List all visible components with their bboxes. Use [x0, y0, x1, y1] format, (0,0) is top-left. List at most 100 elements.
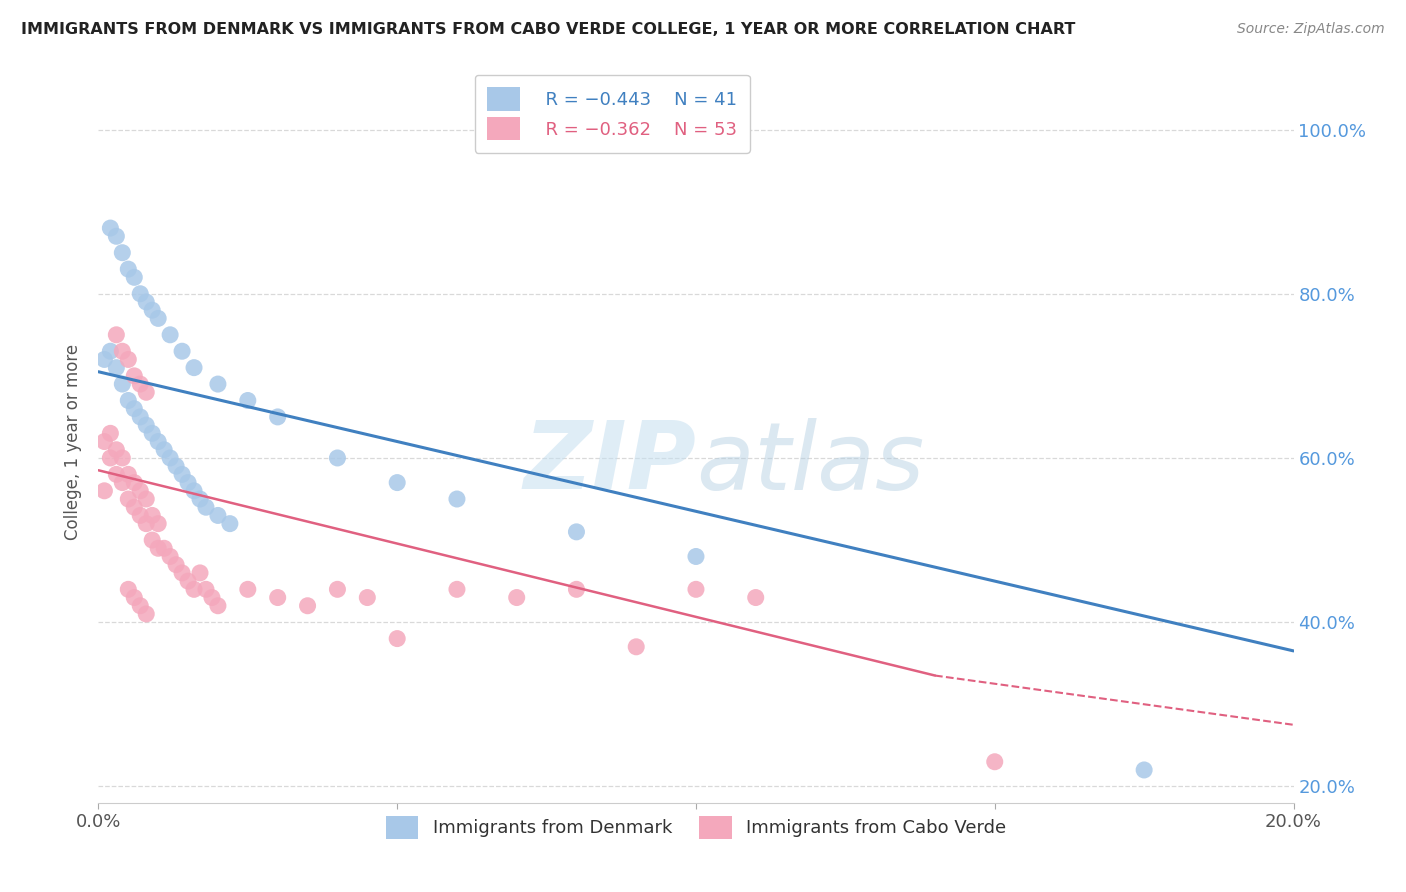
Point	[117, 467, 139, 482]
Text: Source: ZipAtlas.com: Source: ZipAtlas.com	[1237, 22, 1385, 37]
Point	[124, 591, 146, 605]
Point	[159, 549, 181, 564]
Point	[172, 467, 194, 482]
Point	[159, 327, 181, 342]
Point	[124, 270, 146, 285]
Point	[188, 566, 211, 580]
Point	[201, 591, 224, 605]
Point	[111, 475, 134, 490]
Point	[177, 574, 200, 588]
Point	[135, 491, 157, 506]
Point	[172, 344, 194, 359]
Point	[105, 442, 128, 457]
Point	[195, 500, 218, 515]
Point	[148, 541, 170, 556]
Point	[135, 295, 157, 310]
Point	[124, 500, 146, 515]
Point	[135, 516, 157, 531]
Point	[135, 385, 157, 400]
Point	[117, 352, 139, 367]
Point	[195, 582, 218, 597]
Point	[111, 245, 134, 260]
Point	[141, 303, 163, 318]
Point	[148, 516, 170, 531]
Point	[159, 450, 181, 465]
Point	[93, 352, 115, 367]
Point	[385, 475, 409, 490]
Point	[98, 426, 122, 441]
Point	[297, 599, 319, 613]
Point	[177, 475, 200, 490]
Text: ZIP: ZIP	[523, 417, 696, 509]
Point	[141, 426, 163, 441]
Point	[124, 401, 146, 416]
Point	[565, 582, 588, 597]
Text: atlas: atlas	[696, 417, 924, 508]
Point	[148, 434, 170, 449]
Point	[236, 393, 259, 408]
Point	[565, 524, 588, 539]
Point	[117, 491, 139, 506]
Point	[626, 640, 648, 654]
Point	[111, 450, 134, 465]
Point	[105, 360, 128, 375]
Point	[183, 582, 205, 597]
Point	[172, 566, 194, 580]
Point	[219, 516, 242, 531]
Point	[141, 508, 163, 523]
Point	[135, 418, 157, 433]
Point	[129, 508, 152, 523]
Point	[207, 599, 229, 613]
Point	[446, 491, 468, 506]
Point	[183, 483, 205, 498]
Point	[984, 755, 1007, 769]
Point	[183, 360, 205, 375]
Point	[135, 607, 157, 621]
Point	[326, 582, 349, 597]
Point	[356, 591, 378, 605]
Point	[745, 591, 768, 605]
Point	[105, 229, 128, 244]
Point	[105, 327, 128, 342]
Point	[188, 491, 211, 506]
Y-axis label: College, 1 year or more: College, 1 year or more	[65, 343, 83, 540]
Point	[685, 582, 707, 597]
Point	[165, 459, 187, 474]
Point	[124, 475, 146, 490]
Point	[385, 632, 409, 646]
Point	[117, 262, 139, 277]
Point	[141, 533, 163, 547]
Text: IMMIGRANTS FROM DENMARK VS IMMIGRANTS FROM CABO VERDE COLLEGE, 1 YEAR OR MORE CO: IMMIGRANTS FROM DENMARK VS IMMIGRANTS FR…	[21, 22, 1076, 37]
Point	[129, 483, 152, 498]
Point	[93, 434, 115, 449]
Point	[93, 483, 115, 498]
Point	[165, 558, 187, 572]
Point	[207, 508, 229, 523]
Point	[129, 409, 152, 424]
Point	[117, 393, 139, 408]
Point	[506, 591, 529, 605]
Point	[148, 311, 170, 326]
Point	[111, 377, 134, 392]
Point	[153, 541, 176, 556]
Point	[153, 442, 176, 457]
Point	[98, 344, 122, 359]
Point	[1133, 763, 1156, 777]
Point	[267, 591, 290, 605]
Point	[105, 467, 128, 482]
Point	[129, 599, 152, 613]
Point	[207, 377, 229, 392]
Point	[111, 344, 134, 359]
Point	[129, 377, 152, 392]
Point	[124, 368, 146, 383]
Point	[446, 582, 468, 597]
Point	[98, 450, 122, 465]
Point	[117, 582, 139, 597]
Point	[685, 549, 707, 564]
Point	[326, 450, 349, 465]
Point	[98, 221, 122, 235]
Point	[267, 409, 290, 424]
Point	[236, 582, 259, 597]
Point	[129, 286, 152, 301]
Legend: Immigrants from Denmark, Immigrants from Cabo Verde: Immigrants from Denmark, Immigrants from…	[377, 806, 1015, 848]
